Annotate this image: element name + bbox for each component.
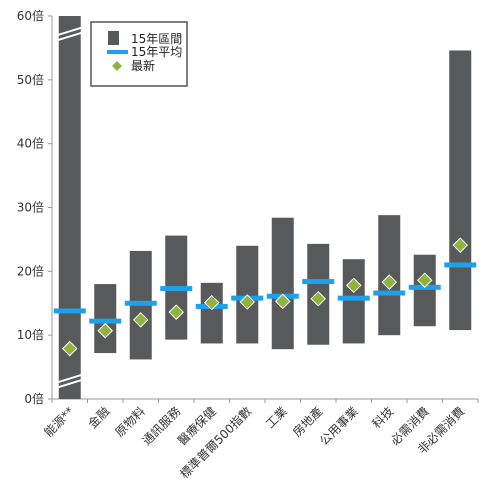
latest-marker: [203, 294, 220, 311]
y-tick-label: 40倍: [17, 136, 44, 151]
latest-marker: [168, 304, 185, 320]
category-label: 科技: [369, 404, 396, 431]
y-tick-label: 10倍: [17, 327, 44, 342]
range-bar: [449, 50, 472, 331]
latest-marker: [452, 237, 469, 253]
latest-marker: [132, 312, 149, 328]
category-label: 公用事業: [317, 404, 361, 448]
y-tick-label: 30倍: [17, 200, 44, 215]
average-markers: [53, 262, 477, 324]
average-marker: [302, 279, 335, 285]
latest-marker: [416, 272, 433, 289]
range-bar: [342, 259, 365, 344]
average-marker: [337, 295, 370, 301]
range-bar: [271, 217, 294, 350]
latest-marker: [239, 294, 256, 310]
y-tick-label: 60倍: [17, 8, 44, 23]
average-marker: [160, 286, 193, 292]
legend-average-label: 15年平均: [131, 45, 182, 59]
legend: 15年區間 15年平均 最新: [90, 21, 188, 87]
latest-marker: [274, 293, 291, 310]
category-label: 金融: [85, 404, 113, 432]
average-marker: [373, 290, 406, 296]
axis-break-mark: [56, 31, 84, 42]
axis-break-mark: [56, 373, 84, 384]
legend-range-label: 15年區間: [131, 32, 182, 46]
range-bar: [413, 254, 436, 327]
y-tick-label: 50倍: [17, 72, 44, 87]
legend-latest-label: 最新: [131, 58, 155, 73]
latest-markers: [61, 237, 469, 357]
latest-marker: [310, 291, 327, 307]
average-marker: [124, 300, 157, 306]
legend-average-swatch: [107, 50, 128, 54]
average-marker: [53, 308, 86, 314]
latest-marker: [97, 322, 114, 339]
axis-break-mark: [56, 26, 84, 37]
axis-break-mark: [56, 378, 84, 389]
latest-marker: [381, 274, 398, 290]
category-label: 能源**: [42, 404, 77, 439]
latest-marker: [61, 340, 78, 357]
legend-latest-swatch: [110, 59, 124, 73]
category-label: 工業: [263, 404, 290, 431]
legend-box: [90, 21, 188, 87]
axes: 0倍 10倍 20倍 30倍 40倍 50倍 60倍: [17, 8, 479, 406]
y-tick-label: 20倍: [17, 263, 44, 278]
average-marker: [89, 318, 122, 324]
legend-range-swatch: [108, 31, 119, 45]
range-bar: [58, 16, 81, 399]
y-tick-label: 0倍: [24, 391, 44, 406]
range-bar: [94, 284, 117, 354]
category-label: 通訊服務: [139, 404, 184, 449]
range-bar: [200, 282, 223, 344]
average-marker: [444, 262, 477, 268]
latest-marker: [345, 277, 362, 294]
